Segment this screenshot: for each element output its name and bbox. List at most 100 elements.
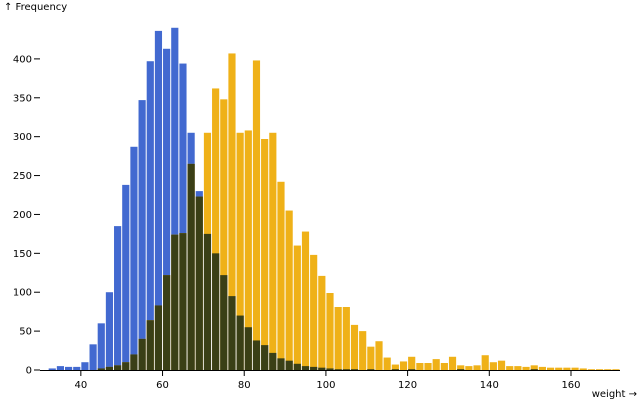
bar-series-2: [424, 363, 432, 370]
bar-series-2: [244, 130, 252, 370]
bar-series-2: [342, 307, 350, 370]
bar-overlap: [105, 366, 114, 370]
bar-series-2: [506, 366, 514, 370]
bar-overlap: [122, 362, 130, 370]
bar-overlap: [277, 358, 285, 370]
bar-series-2: [538, 366, 546, 370]
bar-overlap: [154, 305, 163, 370]
bar-series-2: [432, 359, 440, 370]
bar-series-1: [56, 366, 65, 370]
x-axis: 40 60 80 100 120 140 160: [40, 370, 620, 391]
bar-series-1: [171, 27, 179, 371]
y-tick-label: 200: [13, 210, 32, 221]
bar-series-2: [514, 366, 522, 370]
bar-series-2: [555, 367, 563, 370]
y-tick-label: 100: [13, 288, 32, 299]
bar-series-2: [416, 363, 424, 370]
bar-series-2: [220, 99, 228, 370]
bar-overlap: [310, 366, 318, 370]
bar-series-2: [465, 366, 473, 370]
bar-series-1: [163, 48, 171, 371]
x-tick-label: 80: [238, 380, 251, 391]
bar-series-2: [595, 369, 604, 370]
bar-overlap: [146, 320, 154, 370]
bar-overlap: [179, 233, 187, 370]
bar-overlap: [457, 369, 465, 370]
bar-overlap: [236, 315, 244, 370]
bar-series-2: [546, 367, 555, 370]
bar-series-2: [301, 231, 310, 370]
bar-series-2: [269, 132, 277, 370]
bar-series-1: [81, 362, 89, 370]
bar-overlap: [269, 352, 277, 370]
bar-series-2: [310, 254, 318, 370]
bar-series-2: [481, 355, 489, 370]
x-tick-label: 100: [316, 380, 335, 391]
bar-overlap: [212, 253, 220, 370]
bar-overlap: [391, 369, 399, 370]
bar-series-2: [350, 324, 359, 370]
bar-series-2: [293, 245, 301, 370]
bar-series-2: [530, 365, 538, 370]
bar-series-2: [587, 369, 595, 370]
bar-series-1: [48, 368, 56, 370]
bar-overlap: [252, 340, 261, 370]
bar-overlap: [203, 233, 212, 370]
bar-series-2: [391, 364, 399, 370]
bar-series-2: [612, 369, 620, 370]
bar-series-2: [473, 365, 481, 370]
bars-layer: [48, 27, 620, 371]
bar-series-1: [114, 226, 122, 370]
bar-overlap: [130, 354, 138, 370]
bar-series-1: [65, 366, 73, 370]
bar-series-2: [261, 139, 269, 370]
bar-series-2: [579, 368, 587, 370]
bar-overlap: [285, 360, 293, 370]
bar-series-2: [440, 363, 448, 370]
bar-series-2: [367, 346, 375, 370]
bar-series-2: [497, 360, 506, 370]
bar-series-2: [228, 53, 236, 370]
bar-overlap: [187, 163, 195, 370]
bar-series-1: [138, 100, 146, 370]
bar-series-1: [179, 63, 187, 371]
y-tick-label: 0: [26, 366, 32, 377]
bar-series-2: [277, 181, 285, 370]
bar-overlap: [244, 327, 252, 370]
bar-overlap: [334, 369, 342, 370]
y-tick-label: 300: [13, 132, 32, 143]
bar-overlap: [301, 366, 310, 370]
x-tick-label: 60: [156, 380, 169, 391]
y-tick-label: 50: [19, 327, 32, 338]
y-tick-label: 250: [13, 171, 32, 182]
bar-series-2: [326, 293, 334, 370]
bar-series-2: [236, 132, 244, 370]
bar-series-2: [383, 357, 391, 370]
x-axis-title: weight →: [592, 389, 637, 400]
overlap-layer: [97, 163, 538, 370]
y-tick-label: 350: [13, 93, 32, 104]
bar-series-2: [448, 356, 457, 370]
y-axis: 0 50 100 150 200 250 300 350 400: [13, 54, 40, 377]
bar-series-1: [73, 366, 81, 370]
bar-overlap: [350, 369, 359, 370]
bar-overlap: [97, 368, 105, 370]
x-tick-label: 120: [398, 380, 417, 391]
bar-series-2: [563, 367, 571, 370]
bar-series-1: [130, 146, 138, 370]
bar-series-1: [154, 30, 163, 371]
bar-series-2: [252, 60, 261, 370]
bar-series-2: [571, 367, 579, 370]
bar-overlap: [171, 234, 179, 370]
bar-series-1: [105, 292, 114, 370]
bar-series-1: [146, 61, 154, 370]
y-axis-title: ↑ Frequency: [4, 2, 67, 13]
bar-series-2: [408, 356, 416, 370]
x-tick-label: 160: [561, 380, 580, 391]
bar-series-2: [522, 366, 530, 370]
bar-series-2: [212, 88, 220, 370]
bar-series-1: [97, 323, 105, 370]
bar-series-2: [318, 275, 326, 370]
bar-overlap: [342, 369, 350, 370]
